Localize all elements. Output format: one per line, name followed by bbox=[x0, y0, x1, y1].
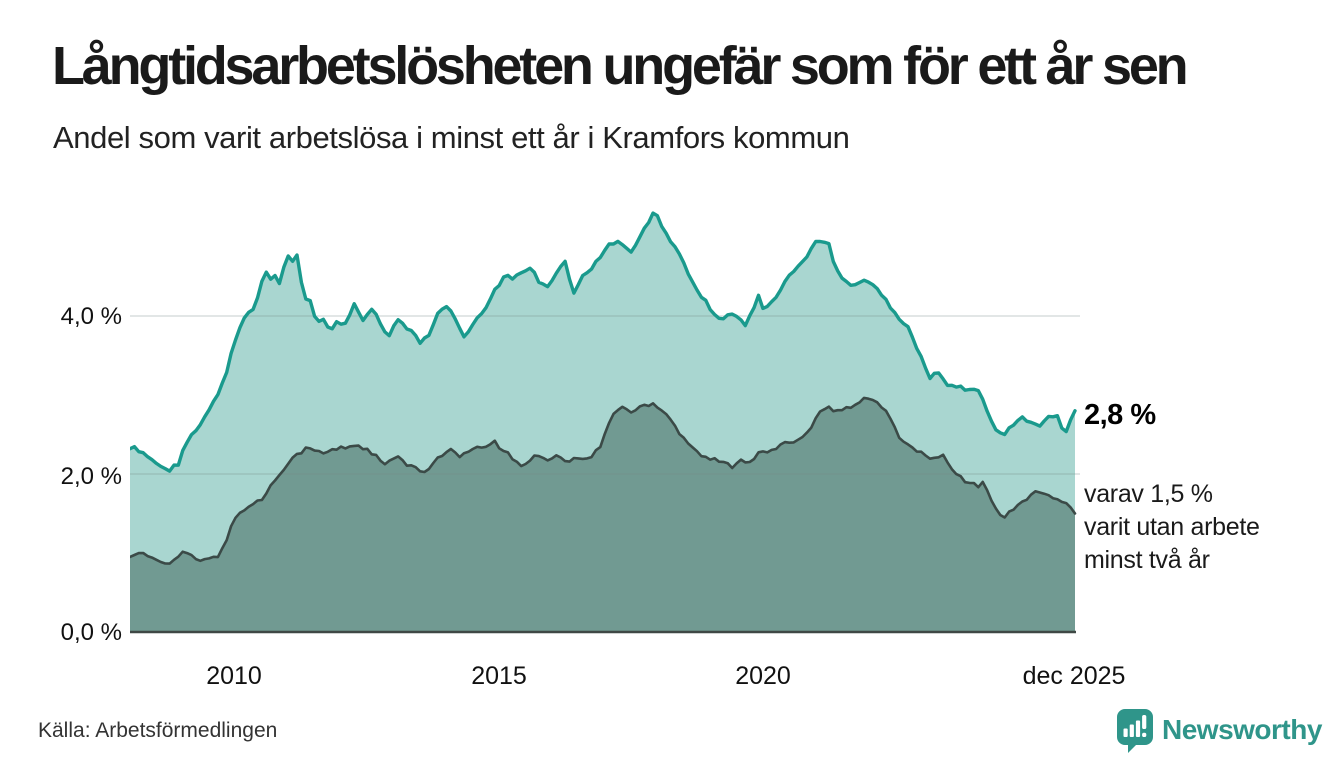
source-caption: Källa: Arbetsförmedlingen bbox=[38, 719, 278, 742]
subseries-note-line: varav 1,5 % bbox=[1084, 480, 1213, 508]
page-title: Långtidsarbetslösheten ungefär som för e… bbox=[52, 36, 1189, 96]
subseries-note-line: minst två år bbox=[1084, 546, 1210, 574]
newsworthy-logo-text: Newsworthy bbox=[1162, 714, 1322, 745]
area-fill-1 bbox=[130, 397, 1075, 632]
y-axis-label-0: 0,0 % bbox=[60, 619, 122, 646]
subseries-note-line: varit utan arbete bbox=[1084, 513, 1260, 541]
series-line-1 bbox=[130, 396, 1077, 565]
x-axis-label-2020: 2020 bbox=[735, 662, 791, 690]
x-axis-label-dec-2025: dec 2025 bbox=[1022, 662, 1126, 690]
latest-value-label: 2,8 % bbox=[1084, 399, 1156, 431]
page-subtitle: Andel som varit arbetslösa i minst ett å… bbox=[53, 120, 850, 155]
subseries-note: varav 1,5 % varit utan arbete minst två … bbox=[1084, 478, 1324, 577]
y-axis-label-4: 4,0 % bbox=[60, 303, 122, 330]
x-axis-label-2015: 2015 bbox=[471, 662, 527, 690]
series-line-0 bbox=[130, 211, 1077, 473]
x-axis-label-2010: 2010 bbox=[206, 662, 262, 690]
newsworthy-logo: Newsworthy bbox=[1117, 709, 1322, 755]
newsworthy-bubble-chart-icon bbox=[1117, 709, 1153, 753]
area-chart bbox=[130, 211, 1080, 634]
y-axis-label-2: 2,0 % bbox=[60, 463, 122, 490]
